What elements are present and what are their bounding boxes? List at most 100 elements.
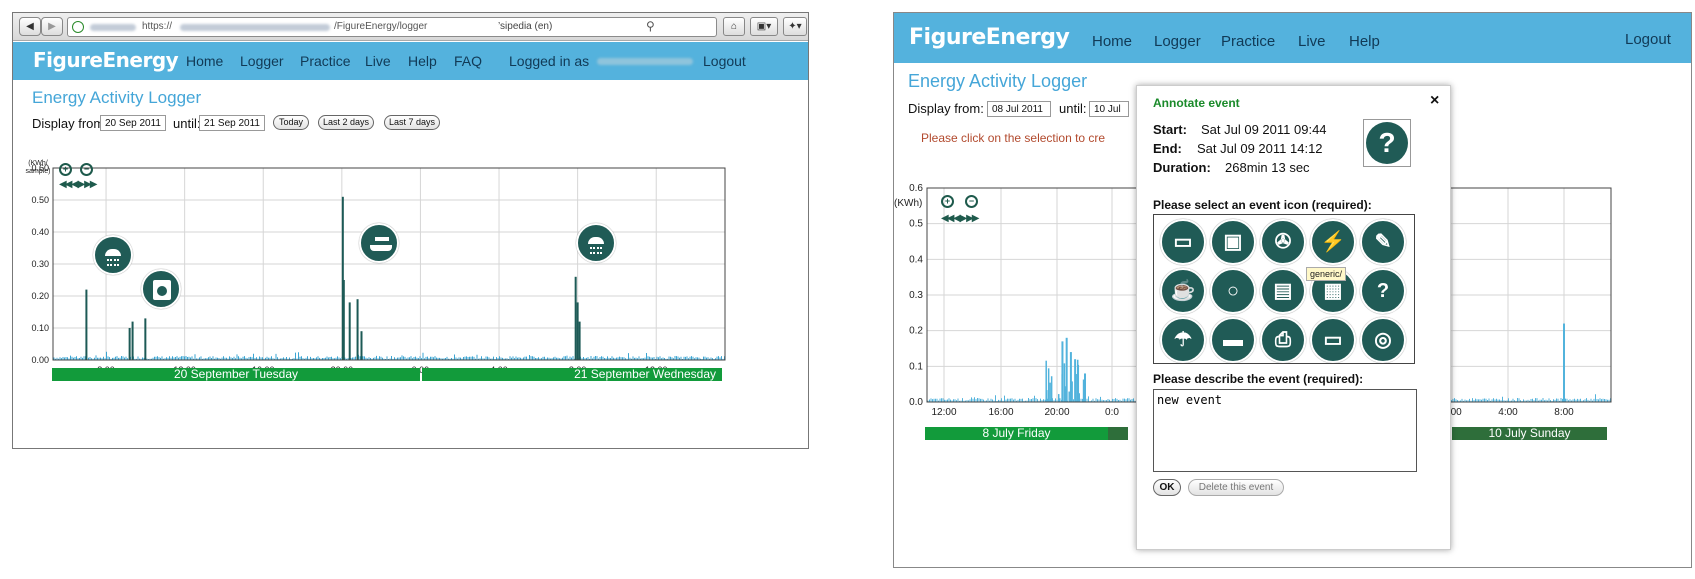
bookmark-icon[interactable]: ▣▾ bbox=[750, 17, 778, 36]
browser-toolbar: ◀ ▶ https:// /FigureEnergy/logger ’siped… bbox=[13, 13, 808, 41]
shower-icon[interactable] bbox=[576, 223, 616, 263]
y-tick-labels: 0.00 0.10 0.20 0.30 0.40 0.50 0.60 bbox=[31, 163, 49, 365]
spike-bar bbox=[1061, 375, 1064, 402]
blurred-username bbox=[597, 58, 693, 65]
home-icon[interactable]: ⌂ bbox=[723, 17, 745, 36]
iron-icon[interactable]: ▬ bbox=[1210, 317, 1256, 363]
y-tick-label: 0.30 bbox=[31, 259, 49, 269]
laptop-icon[interactable]: ▭ bbox=[1160, 219, 1206, 265]
ok-button[interactable]: OK bbox=[1153, 479, 1181, 496]
baseline-consumption bbox=[53, 351, 725, 360]
chart-grid bbox=[53, 167, 725, 361]
day-band-tuesday: 20 September Tuesday bbox=[52, 368, 420, 381]
hairdryer-icon[interactable]: ✎ bbox=[1360, 219, 1406, 265]
search-icon[interactable]: ⚲ bbox=[646, 19, 655, 33]
microwave-icon[interactable]: ▤ bbox=[1260, 268, 1306, 314]
url-bar[interactable]: https:// /FigureEnergy/logger ’sipedia (… bbox=[67, 17, 717, 37]
logout-link[interactable]: Logout bbox=[1625, 31, 1671, 48]
close-icon[interactable]: × bbox=[1430, 92, 1440, 109]
back-arrow-icon[interactable]: ◀ bbox=[19, 17, 41, 36]
nav-home[interactable]: Home bbox=[1092, 33, 1133, 50]
addon-icon[interactable]: ✦▾ bbox=[783, 17, 807, 36]
today-button[interactable]: Today bbox=[273, 115, 309, 130]
question-icon[interactable]: ? bbox=[1360, 268, 1406, 314]
plot-frame bbox=[52, 167, 726, 361]
nav-practice[interactable]: Practice bbox=[1221, 33, 1276, 50]
pan-arrows-icon[interactable]: ◀◀ ◀ ▶ ▶▶ bbox=[941, 213, 980, 224]
site-identity-icon[interactable] bbox=[72, 21, 84, 33]
fan-icon[interactable]: ✇ bbox=[1260, 219, 1306, 265]
y-tick-label: 0.6 bbox=[909, 183, 923, 194]
energy-chart-sep[interactable]: 0.000.100.200.300.400.500.60 8:0012:0016… bbox=[13, 151, 808, 391]
kettle-icon[interactable]: ☕ bbox=[1160, 268, 1206, 314]
event-description-textarea[interactable]: new event bbox=[1153, 389, 1417, 472]
nav-logger[interactable]: Logger bbox=[1154, 33, 1201, 50]
spike-bar bbox=[1061, 341, 1064, 402]
describe-prompt: Please describe the event (required): bbox=[1153, 372, 1364, 386]
question-mark-icon: ? bbox=[1366, 122, 1408, 164]
zoom-out-icon[interactable]: − bbox=[965, 195, 978, 208]
x-tick-label: 8:00 bbox=[1554, 407, 1574, 418]
icon-tooltip: generic/ bbox=[1306, 267, 1347, 281]
monitor-icon[interactable]: ▭ bbox=[1310, 317, 1356, 363]
logout-link[interactable]: Logout bbox=[703, 53, 746, 69]
search-icon[interactable]: ○ bbox=[1210, 268, 1256, 314]
spike-bar bbox=[1068, 391, 1070, 402]
zoom-in-icon[interactable]: + bbox=[59, 163, 72, 176]
zoom-in-icon[interactable]: + bbox=[941, 195, 954, 208]
nav-logger[interactable]: Logger bbox=[240, 53, 284, 69]
nav-faq[interactable]: FAQ bbox=[454, 53, 483, 69]
selection-hint: Please click on the selection to cre bbox=[921, 131, 1106, 145]
nav-live[interactable]: Live bbox=[365, 53, 391, 69]
delete-event-button[interactable]: Delete this event bbox=[1188, 479, 1284, 496]
site-logo[interactable]: FigureEnergy bbox=[909, 25, 1070, 50]
x-tick-label: 20:00 bbox=[1044, 407, 1069, 418]
y-tick-label: 0.0 bbox=[909, 397, 923, 408]
nav-home[interactable]: Home bbox=[186, 53, 224, 69]
until-date-input[interactable]: 21 Sep 2011 bbox=[199, 115, 265, 131]
printer-icon[interactable]: ⎙ bbox=[1260, 317, 1306, 363]
day-band-sunday: 10 July Sunday bbox=[1452, 427, 1607, 440]
end-value: Sat Jul 09 2011 14:12 bbox=[1197, 141, 1323, 156]
y-tick-label: 0.4 bbox=[909, 254, 923, 265]
from-date-input[interactable]: 20 Sep 2011 bbox=[100, 115, 166, 131]
iron-icon[interactable] bbox=[359, 223, 399, 263]
spike-bar bbox=[1071, 381, 1073, 402]
site-logo[interactable]: FigureEnergy bbox=[33, 48, 179, 72]
day-band-friday: 8 July Friday bbox=[925, 427, 1108, 440]
start-value: Sat Jul 09 2011 09:44 bbox=[1201, 122, 1327, 137]
last-7-days-button[interactable]: Last 7 days bbox=[384, 115, 440, 130]
site-header: FigureEnergy Home Logger Practice Live H… bbox=[894, 13, 1691, 63]
x-tick-label: 0:00 bbox=[1442, 407, 1462, 418]
nav-practice[interactable]: Practice bbox=[300, 53, 351, 69]
annotate-event-dialog: Annotate event × Start: Sat Jul 09 2011 … bbox=[1136, 85, 1451, 550]
spike-bar bbox=[360, 331, 363, 360]
until-date-input[interactable]: 10 Jul bbox=[1089, 101, 1129, 117]
from-date-input[interactable]: 08 Jul 2011 bbox=[987, 101, 1051, 117]
shower-icon[interactable] bbox=[93, 235, 133, 275]
nav-live[interactable]: Live bbox=[1298, 33, 1326, 50]
washing-machine-icon[interactable] bbox=[141, 269, 181, 309]
selected-icon-preview: ? bbox=[1363, 119, 1411, 167]
shower-icon[interactable]: ☂ bbox=[1160, 317, 1206, 363]
spike-bar bbox=[342, 280, 345, 360]
nav-help[interactable]: Help bbox=[1349, 33, 1380, 50]
nav-help[interactable]: Help bbox=[408, 53, 437, 69]
zoom-out-icon[interactable]: − bbox=[80, 163, 93, 176]
consumption-spikes bbox=[85, 196, 581, 360]
spike-bar bbox=[348, 302, 351, 360]
last-2-days-button[interactable]: Last 2 days bbox=[318, 115, 374, 130]
washing-machine-icon[interactable]: ▣ bbox=[1210, 219, 1256, 265]
dryer-icon[interactable]: ◎ bbox=[1360, 317, 1406, 363]
spike-bar bbox=[1045, 360, 1047, 402]
x-tick-label: 0:00 bbox=[412, 365, 430, 375]
spike-bar bbox=[1074, 359, 1077, 402]
spike-bar bbox=[1084, 373, 1086, 402]
plug-icon[interactable]: ⚡ bbox=[1310, 219, 1356, 265]
url-path: /FigureEnergy/logger bbox=[334, 21, 428, 32]
y-tick-label: 0.10 bbox=[31, 323, 49, 333]
spike-bar bbox=[1082, 379, 1085, 402]
consumption-spikes bbox=[1045, 323, 1565, 402]
pan-arrows-icon[interactable]: ◀◀ ◀ ▶ ▶▶ bbox=[59, 179, 98, 190]
forward-arrow-icon[interactable]: ▶ bbox=[41, 17, 63, 36]
